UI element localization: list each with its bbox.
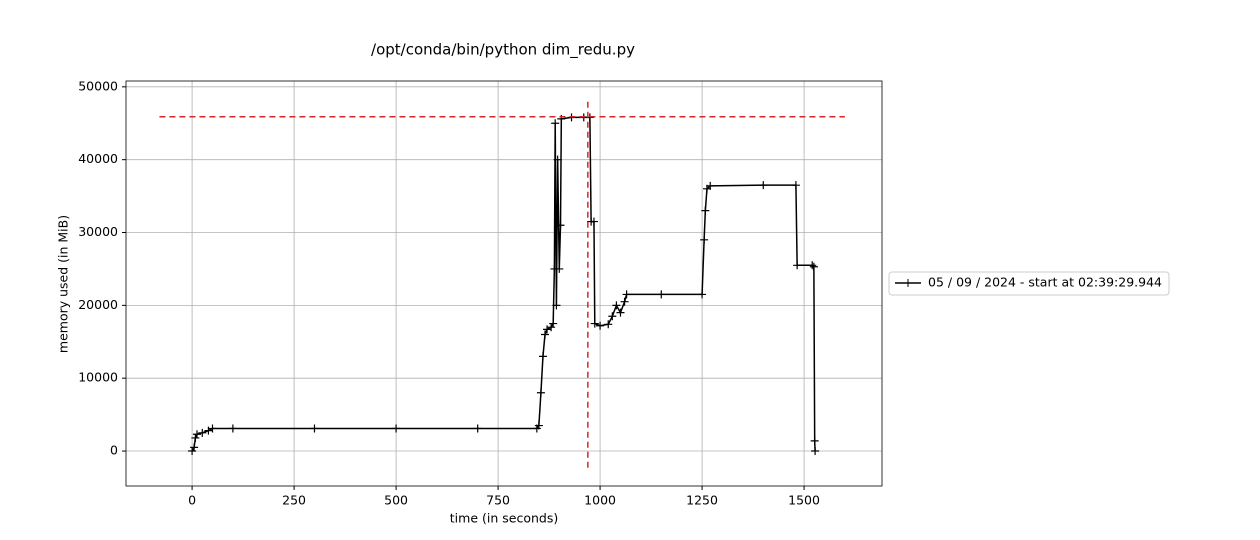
point-marker bbox=[700, 235, 709, 244]
point-marker bbox=[608, 312, 617, 321]
point-marker bbox=[809, 262, 818, 271]
point-marker bbox=[701, 206, 710, 215]
y-tick-label: 10000 bbox=[78, 370, 118, 385]
legend-marker bbox=[904, 279, 912, 287]
point-marker bbox=[204, 426, 213, 435]
x-tick-label: 1500 bbox=[788, 493, 820, 508]
point-marker bbox=[698, 290, 707, 299]
point-marker bbox=[549, 319, 558, 328]
x-tick-label: 0 bbox=[188, 493, 196, 508]
x-tick-label: 250 bbox=[282, 493, 306, 508]
legend-label: 05 / 09 / 2024 - start at 02:39:29.944 bbox=[928, 275, 1162, 290]
point-marker bbox=[536, 388, 545, 397]
point-marker bbox=[198, 428, 207, 437]
point-marker bbox=[808, 261, 817, 270]
point-marker bbox=[192, 430, 201, 439]
point-marker bbox=[793, 261, 802, 270]
point-marker bbox=[596, 321, 605, 330]
point-marker bbox=[538, 352, 547, 361]
point-marker bbox=[392, 424, 401, 433]
chart-title: /opt/conda/bin/python dim_redu.py bbox=[371, 41, 635, 60]
point-marker bbox=[310, 424, 319, 433]
point-marker bbox=[616, 308, 625, 317]
x-tick-label: 1000 bbox=[584, 493, 616, 508]
legend: 05 / 09 / 2024 - start at 02:39:29.944 bbox=[888, 271, 1170, 296]
point-marker bbox=[552, 301, 561, 310]
point-marker bbox=[612, 301, 621, 310]
point-marker bbox=[759, 181, 768, 190]
point-marker bbox=[622, 290, 631, 299]
point-marker bbox=[555, 264, 564, 273]
x-tick-label: 500 bbox=[384, 493, 408, 508]
x-axis-label: time (in seconds) bbox=[450, 511, 558, 526]
point-marker bbox=[590, 319, 599, 328]
point-marker bbox=[473, 424, 482, 433]
point-marker bbox=[228, 424, 237, 433]
plot-frame bbox=[125, 80, 883, 487]
point-marker bbox=[191, 433, 200, 442]
point-marker bbox=[553, 155, 562, 164]
x-tick-label: 1250 bbox=[686, 493, 718, 508]
y-tick-label: 20000 bbox=[78, 297, 118, 312]
point-marker bbox=[543, 325, 552, 334]
point-marker bbox=[534, 421, 543, 430]
y-tick-label: 0 bbox=[110, 443, 118, 458]
point-marker bbox=[620, 297, 629, 306]
series-line bbox=[191, 116, 816, 452]
point-marker bbox=[556, 221, 565, 230]
point-marker bbox=[706, 181, 715, 190]
point-marker bbox=[657, 290, 666, 299]
point-marker bbox=[188, 447, 197, 456]
point-marker bbox=[190, 443, 199, 452]
point-marker bbox=[551, 119, 560, 128]
y-tick-label: 30000 bbox=[78, 224, 118, 239]
y-axis-label: memory used (in MiB) bbox=[56, 215, 71, 353]
legend-box bbox=[888, 271, 1170, 296]
y-tick-label: 40000 bbox=[78, 151, 118, 166]
point-marker bbox=[604, 320, 613, 329]
x-tick-label: 750 bbox=[486, 493, 510, 508]
point-marker bbox=[810, 436, 819, 445]
point-marker bbox=[547, 323, 556, 332]
point-marker bbox=[589, 217, 598, 226]
point-marker bbox=[541, 330, 550, 339]
point-marker bbox=[811, 447, 820, 456]
point-marker bbox=[208, 424, 217, 433]
y-tick-label: 50000 bbox=[78, 78, 118, 93]
point-marker bbox=[791, 181, 800, 190]
